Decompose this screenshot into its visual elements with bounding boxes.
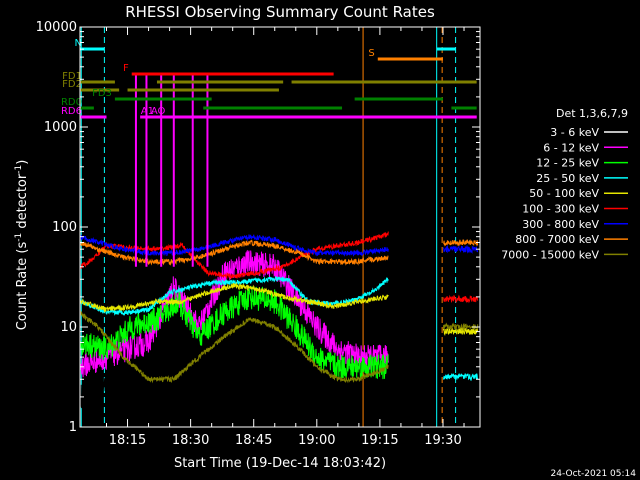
svg-text:Count Rate (s-1 detector-1): Count Rate (s-1 detector-1) xyxy=(14,160,30,331)
y-tick-label-3: 1000 xyxy=(44,120,77,135)
post-gap-series-0 xyxy=(442,244,479,255)
flag-label-rd6: RD6 xyxy=(61,106,82,117)
axes: 1 10 100 1000 10000 18:15 18:30 18:45 19:00 19:15… xyxy=(36,20,481,448)
y-tick-label-0: 1 xyxy=(69,420,77,435)
flag-label-rd0: RD0 xyxy=(61,97,82,108)
series-line-8 xyxy=(80,310,389,384)
series-7000-15000kev xyxy=(80,310,389,384)
y-tick-label-4: 10000 xyxy=(36,20,77,35)
y-tick-label-1: 10 xyxy=(60,320,77,335)
series-300-800kev xyxy=(80,234,389,257)
series-line-1 xyxy=(80,249,389,378)
legend-label-5: 100 - 300 keV xyxy=(522,203,599,216)
legend-label-1: 6 - 12 keV xyxy=(543,141,599,154)
legend-label-3: 25 - 50 keV xyxy=(536,172,599,185)
legend-label-6: 300 - 800 keV xyxy=(522,218,599,231)
timestamp: 24-Oct-2021 05:14 xyxy=(551,469,637,479)
series-12-25kev xyxy=(80,285,389,380)
series-line-5 xyxy=(80,231,389,280)
x-tick-label-0: 18:15 xyxy=(109,433,146,448)
chart-title: RHESSI Observing Summary Count Rates xyxy=(125,3,435,21)
x-tick-label-3: 19:00 xyxy=(298,433,335,448)
post-gap-series-4 xyxy=(442,327,479,336)
y-axis-label: Count Rate (s-1 detector-1) xyxy=(14,160,30,331)
flag-label-f: F xyxy=(123,63,129,74)
series-line-3 xyxy=(80,276,389,316)
x-tick-label-1: 18:30 xyxy=(172,433,209,448)
legend-label-0: 3 - 6 keV xyxy=(550,126,599,139)
flag-label-fd2: FD2 xyxy=(62,79,82,90)
series-6-12kev xyxy=(80,249,389,378)
legend-label-7: 800 - 7000 keV xyxy=(515,233,599,246)
flag-label-n: N xyxy=(75,38,82,49)
series-800-7000kev xyxy=(80,239,389,266)
post-gap-series-2 xyxy=(443,294,479,304)
series-line-7 xyxy=(80,239,389,266)
series-line-0 xyxy=(80,344,389,409)
flag-label-fd1: FD1 xyxy=(62,71,82,82)
series-line-2 xyxy=(80,285,389,380)
legend-label-4: 50 - 100 keV xyxy=(529,187,599,200)
x-tick-label-2: 18:45 xyxy=(235,433,272,448)
x-tick-label-4: 19:15 xyxy=(361,433,398,448)
legend-label-2: 12 - 25 keV xyxy=(536,157,599,170)
flag-label-ao: AO xyxy=(151,106,166,117)
x-axis-label: Start Time (19-Dec-14 18:03:42) xyxy=(174,456,386,471)
flag-label-s: S xyxy=(368,48,374,59)
series-line-4 xyxy=(80,281,389,313)
x-tick-label-5: 19:30 xyxy=(424,433,461,448)
legend-label-8: 7000 - 15000 keV xyxy=(501,248,599,261)
plot-frame xyxy=(79,26,481,428)
legend-title: Det 1,3,6,7,9 xyxy=(556,107,628,120)
post-gap-series-5 xyxy=(442,373,479,382)
series-100-300kev xyxy=(80,231,389,280)
plot-area xyxy=(80,27,479,427)
series-line-6 xyxy=(80,234,389,257)
series-50-100kev xyxy=(80,281,389,313)
flag-label-a1: A1 xyxy=(141,106,154,117)
y-tick-label-2: 100 xyxy=(52,220,77,235)
post-gap-series-1 xyxy=(443,238,479,247)
series-25-50kev xyxy=(80,276,389,316)
flag-label-fd3: FD3 xyxy=(92,88,112,99)
series-3-6kev xyxy=(80,344,389,409)
legend: Det 1,3,6,7,9 3 - 6 keV 6 - 12 keV 12 - 25… xyxy=(501,107,628,261)
